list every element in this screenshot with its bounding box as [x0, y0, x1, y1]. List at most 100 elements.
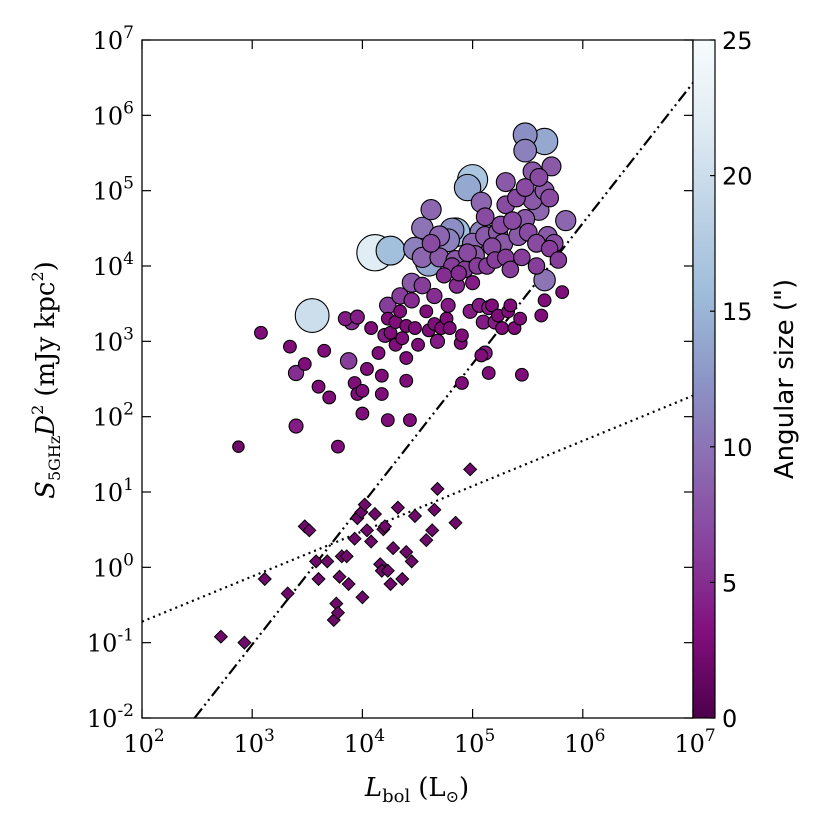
- source-diamond: [377, 519, 393, 534]
- source-point: [513, 311, 528, 326]
- x-tick-label: 102: [123, 726, 164, 758]
- source-diamond: [448, 515, 463, 530]
- source-diamond: [330, 605, 346, 620]
- source-point: [465, 275, 481, 291]
- source-point: [254, 325, 268, 340]
- source-diamond: [213, 629, 229, 644]
- source-point: [421, 233, 441, 253]
- source-diamond: [341, 576, 356, 592]
- source-point: [503, 211, 522, 231]
- source-diamond: [302, 523, 317, 538]
- source-diamond: [367, 506, 383, 522]
- colorbar-tick-label: 10: [722, 434, 753, 462]
- x-axis: 102 103 104 105 106 107: [123, 40, 716, 758]
- source-diamond: [430, 481, 445, 496]
- x-tick-label: 104: [344, 726, 385, 758]
- source-point: [481, 366, 496, 380]
- source-point: [495, 172, 516, 193]
- source-diamond: [320, 554, 335, 569]
- y-tick-label: 107: [93, 23, 134, 55]
- source-point: [349, 309, 365, 325]
- source-diamond: [311, 571, 326, 587]
- source-point: [339, 352, 358, 370]
- y-tick-label: 104: [93, 249, 134, 281]
- source-point: [408, 321, 422, 335]
- source-diamond: [390, 500, 406, 515]
- source-diamond: [380, 563, 395, 578]
- y-axis: 10-2 10-1 100 101 102 103 104 105 106 107: [87, 23, 693, 733]
- source-point: [513, 248, 531, 267]
- source-point: [374, 368, 389, 383]
- x-tick-label: 105: [454, 726, 495, 758]
- source-point: [322, 390, 337, 405]
- source-point: [288, 418, 304, 434]
- source-point: [455, 376, 469, 390]
- source-point: [541, 156, 562, 177]
- colorbar-tick-label: 0: [722, 705, 737, 733]
- source-point: [442, 321, 457, 335]
- source-point: [403, 292, 420, 309]
- source-point: [529, 168, 549, 187]
- source-point: [297, 357, 312, 371]
- source-point: [513, 138, 538, 163]
- source-point: [501, 260, 520, 279]
- y-tick-label: 105: [93, 174, 134, 206]
- source-diamond: [347, 531, 362, 546]
- y-axis-title: S5GHzD2(mJy kpc2): [28, 261, 64, 499]
- y-tick-label: 100: [93, 550, 134, 582]
- source-diamond: [237, 635, 252, 650]
- source-diamond: [386, 540, 401, 556]
- source-point: [360, 362, 374, 376]
- colorbar-title: Angular size ("): [770, 279, 800, 479]
- source-point: [440, 297, 456, 313]
- colorbar: [692, 39, 716, 719]
- source-point: [503, 298, 518, 313]
- source-point: [453, 173, 482, 202]
- source-diamond: [364, 534, 379, 549]
- source-diamond: [395, 571, 410, 587]
- source-point: [380, 413, 395, 428]
- source-point: [411, 337, 425, 352]
- source-point: [555, 285, 570, 300]
- source-point: [375, 235, 406, 266]
- source-diamond: [332, 569, 347, 584]
- source-point: [399, 351, 414, 365]
- source-point: [393, 304, 408, 319]
- x-tick-label: 107: [674, 726, 715, 758]
- source-point: [455, 328, 469, 343]
- colorbar-tick-label: 25: [722, 27, 753, 55]
- source-point: [355, 383, 370, 398]
- source-diamond: [425, 523, 440, 538]
- fit-lines: [142, 82, 693, 718]
- source-diamond: [399, 544, 414, 560]
- source-point: [540, 188, 560, 208]
- x-axis-title: Lbol (L⊙): [364, 773, 469, 807]
- source-point: [364, 321, 379, 335]
- x-tick-label: 106: [564, 726, 605, 758]
- dotted-fit-line: [142, 394, 693, 623]
- source-diamond: [280, 586, 295, 601]
- source-diamond: [427, 502, 442, 517]
- source-point: [294, 298, 330, 333]
- source-diamond: [257, 571, 272, 587]
- y-tick-label: 102: [93, 400, 134, 432]
- source-point: [403, 413, 417, 428]
- plot-frame: [141, 39, 694, 719]
- dash-dot-fit-line: [193, 82, 693, 718]
- source-point: [371, 346, 386, 360]
- source-point: [533, 268, 556, 292]
- x-tick-label: 103: [234, 726, 275, 758]
- colorbar-axis: 0 5 10 15 20 25: [710, 27, 753, 733]
- source-point: [485, 298, 499, 313]
- source-diamond: [308, 554, 324, 569]
- source-point: [429, 333, 446, 349]
- source-point: [514, 367, 529, 382]
- source-diamond: [404, 554, 419, 569]
- y-tick-label: 103: [93, 324, 134, 356]
- source-diamond: [359, 523, 375, 538]
- source-point: [355, 406, 370, 421]
- source-point: [495, 321, 509, 335]
- source-point: [555, 210, 577, 232]
- source-point: [515, 178, 535, 197]
- colorbar-tick-label: 5: [722, 569, 737, 597]
